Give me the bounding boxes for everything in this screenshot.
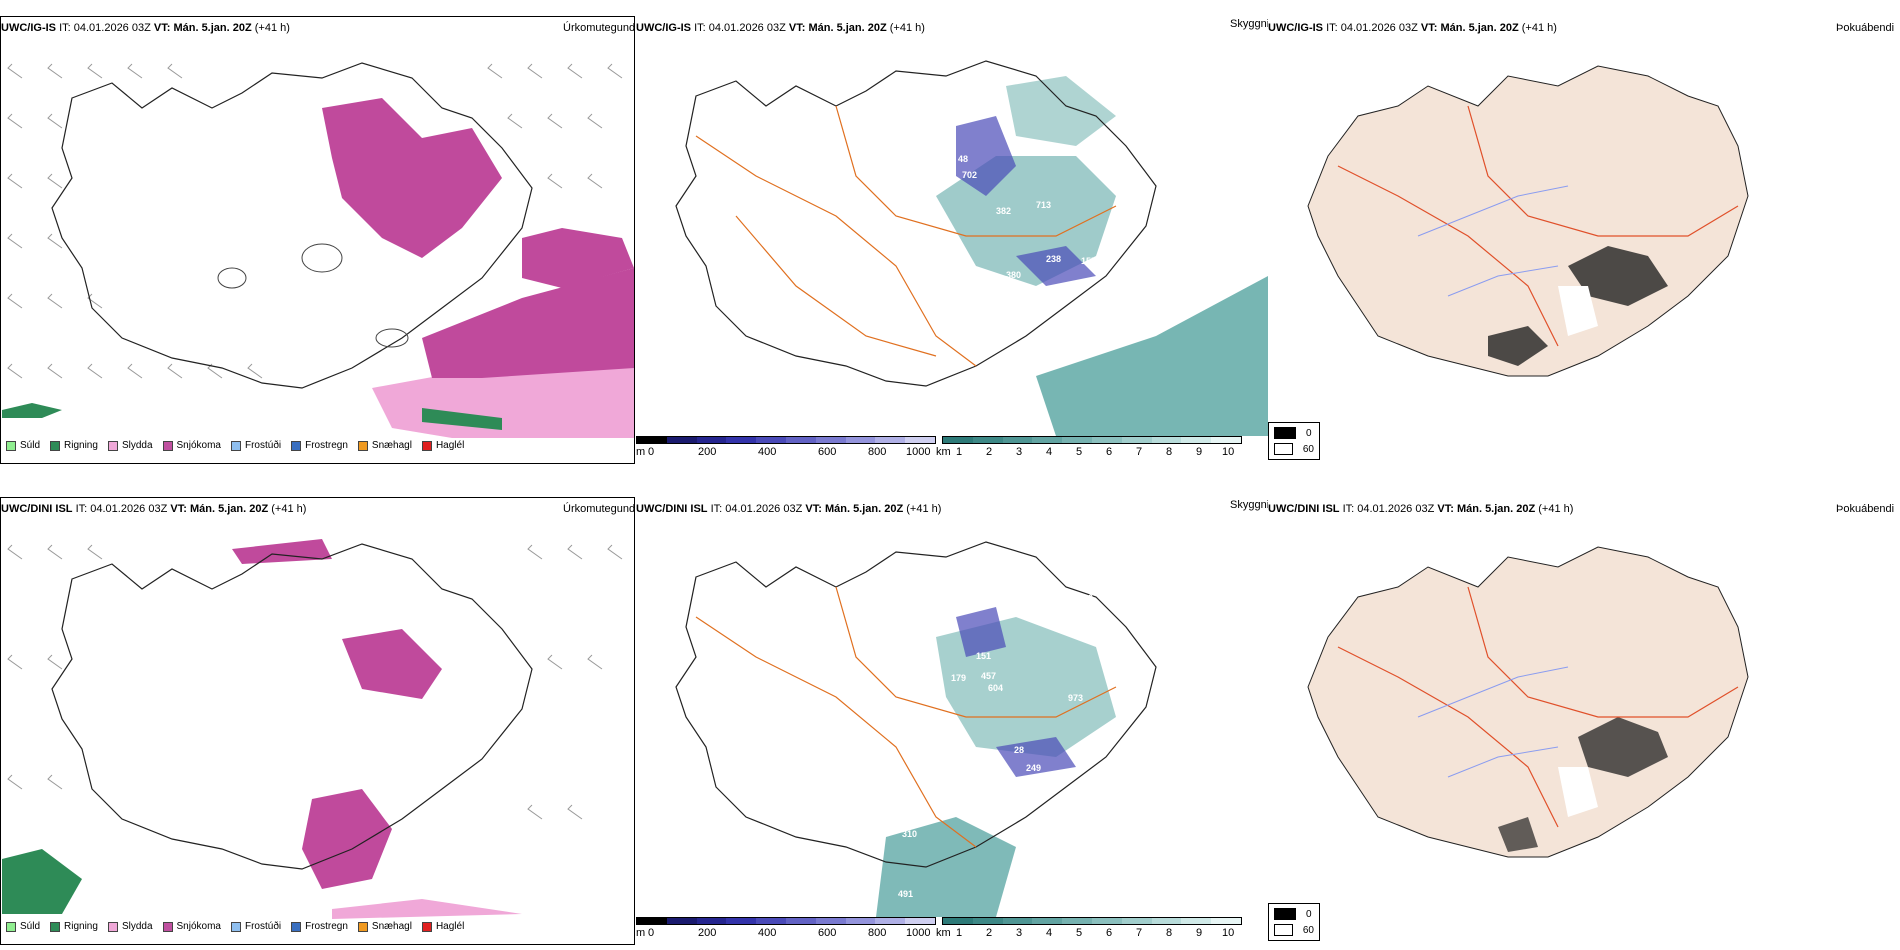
legend-item: Frostúði — [230, 440, 281, 451]
legend-item: Rigning — [50, 440, 98, 451]
row1-precip-panel: UWC/IG-IS IT: 04.01.2026 03Z VT: Mán. 5.… — [0, 12, 636, 464]
map-label: 238 — [1046, 254, 1061, 264]
precip-map-2 — [2, 539, 623, 919]
legend-item: Súld — [6, 440, 40, 451]
map-label: 382 — [996, 206, 1011, 216]
cloud-base-colorbar — [636, 436, 936, 444]
iceland-coast — [51, 62, 533, 389]
row1-header: UWC/IG-IS IT: 04.01.2026 03Z VT: Mán. 5.… — [1, 22, 290, 38]
roads — [695, 105, 1117, 367]
svg-text:500: 500 — [1078, 593, 1093, 603]
row1-header-vis: UWC/IG-IS IT: 04.01.2026 03Z VT: Mán. 5.… — [636, 22, 925, 34]
vt-label: VT: — [153, 22, 171, 34]
cloud-labels: 48 702 112 382 713 238 155 380 223 392 1… — [826, 154, 1111, 372]
map-label: 155 — [1081, 256, 1096, 266]
map-label: 380 — [1006, 270, 1021, 280]
svg-text:249: 249 — [1026, 763, 1041, 773]
precip-title: Úrkomutegund — [563, 22, 636, 34]
snow-area-e — [522, 228, 634, 288]
vis-teal-ne — [1006, 76, 1116, 146]
precip-title-2: Úrkomutegund — [563, 503, 636, 515]
precip-legend: Súld Rigning Slydda Snjókoma Frostúði Fr… — [6, 440, 464, 451]
row2-header-fog: UWC/DINI ISL IT: 04.01.2026 03Z VT: Mán.… — [1268, 503, 1574, 515]
snow-area-south — [422, 268, 634, 378]
row1-header-fog: UWC/IG-IS IT: 04.01.2026 03Z VT: Mán. 5.… — [1268, 22, 1557, 34]
rain-area — [2, 403, 62, 418]
svg-text:310: 310 — [902, 829, 917, 839]
it-value: 04.01.2026 03Z — [73, 22, 151, 34]
svg-text:179: 179 — [951, 673, 966, 683]
svg-text:491: 491 — [898, 889, 913, 899]
legend-item: Snjókoma — [162, 440, 221, 451]
map-label: 13 — [906, 358, 916, 368]
rain-area-se — [422, 408, 502, 430]
fog-white-patch — [1558, 286, 1598, 336]
fog-dark-patch-2 — [1488, 326, 1548, 366]
precip-map — [2, 62, 634, 438]
map-label: 223 — [1096, 168, 1111, 178]
map-label: 38 — [926, 362, 936, 372]
legend-item: Snæhagl — [357, 440, 412, 451]
legend-item: Slydda — [107, 440, 153, 451]
legend-item: Haglél — [421, 440, 464, 451]
cloud-blue-2 — [1016, 246, 1096, 286]
svg-text:973: 973 — [1068, 693, 1083, 703]
svg-text:28: 28 — [1014, 745, 1024, 755]
precip-legend-2: Súld Rigning Slydda Snjókoma Frostúði Fr… — [6, 921, 464, 932]
svg-text:182: 182 — [980, 599, 995, 609]
cloud-base-labels: m 0 200 400 600 800 1000 — [636, 446, 931, 458]
fog-legend: 0 60 — [1268, 422, 1320, 460]
svg-text:457: 457 — [981, 671, 996, 681]
map-label: 713 — [1036, 200, 1051, 210]
map-label: 112 — [936, 178, 951, 188]
fog-map — [1307, 65, 1749, 377]
row2-fog-panel: UWC/DINI ISL IT: 04.01.2026 03Z VT: Mán.… — [1268, 493, 1900, 945]
row2-visibility-panel: UWC/DINI ISL IT: 04.01.2026 03Z VT: Mán.… — [636, 499, 1268, 939]
visibility-colorbar — [942, 436, 1242, 444]
row2-header-vis: UWC/DINI ISL IT: 04.01.2026 03Z VT: Mán.… — [636, 503, 942, 515]
row1-visibility-panel: UWC/IG-IS IT: 04.01.2026 03Z VT: Mán. 5.… — [636, 12, 1268, 464]
wind-barbs — [7, 63, 623, 379]
it-label: IT: — [59, 22, 71, 34]
precip-map-frame — [0, 16, 635, 464]
visibility-title-2: Skyggni — [1230, 499, 1268, 511]
row1-fog-panel: UWC/IG-IS IT: 04.01.2026 03Z VT: Mán. 5.… — [1268, 12, 1900, 464]
map-label: 702 — [962, 170, 977, 180]
svg-text:151: 151 — [976, 651, 991, 661]
row2-precip-panel: UWC/DINI ISL IT: 04.01.2026 03Z VT: Mán.… — [0, 493, 636, 945]
svg-text:111: 111 — [1076, 747, 1090, 757]
cloud-blue — [956, 116, 1016, 196]
legend-item: Frostregn — [291, 440, 348, 451]
visibility-map: 48 702 112 382 713 238 155 380 223 392 1… — [675, 60, 1268, 436]
model-label: UWC/IG-IS — [1, 22, 56, 34]
row2-header: UWC/DINI ISL IT: 04.01.2026 03Z VT: Mán.… — [1, 503, 307, 515]
vt-value: Mán. 5.jan. 20Z — [173, 22, 252, 34]
precip-map-frame-2 — [0, 497, 635, 945]
lead-time: (+41 h) — [254, 22, 290, 34]
sleet-area — [372, 368, 634, 438]
fog-dark-patch — [1568, 246, 1668, 306]
glacier-outlines — [217, 243, 409, 348]
snow-area-ne — [322, 98, 502, 258]
map-label: 48 — [958, 154, 968, 164]
visibility-title: Skyggni — [1230, 18, 1268, 30]
fog-title: Þokuábendi — [1836, 22, 1895, 34]
map-label: 392 — [826, 224, 841, 234]
vis-teal-se — [1036, 276, 1268, 436]
visibility-labels: km 1 2 3 4 5 6 7 8 9 10 — [936, 446, 1235, 458]
fog-rivers — [1417, 185, 1569, 297]
iceland-coast — [675, 60, 1157, 387]
fog-roads — [1337, 105, 1739, 347]
svg-text:604: 604 — [988, 683, 1003, 693]
